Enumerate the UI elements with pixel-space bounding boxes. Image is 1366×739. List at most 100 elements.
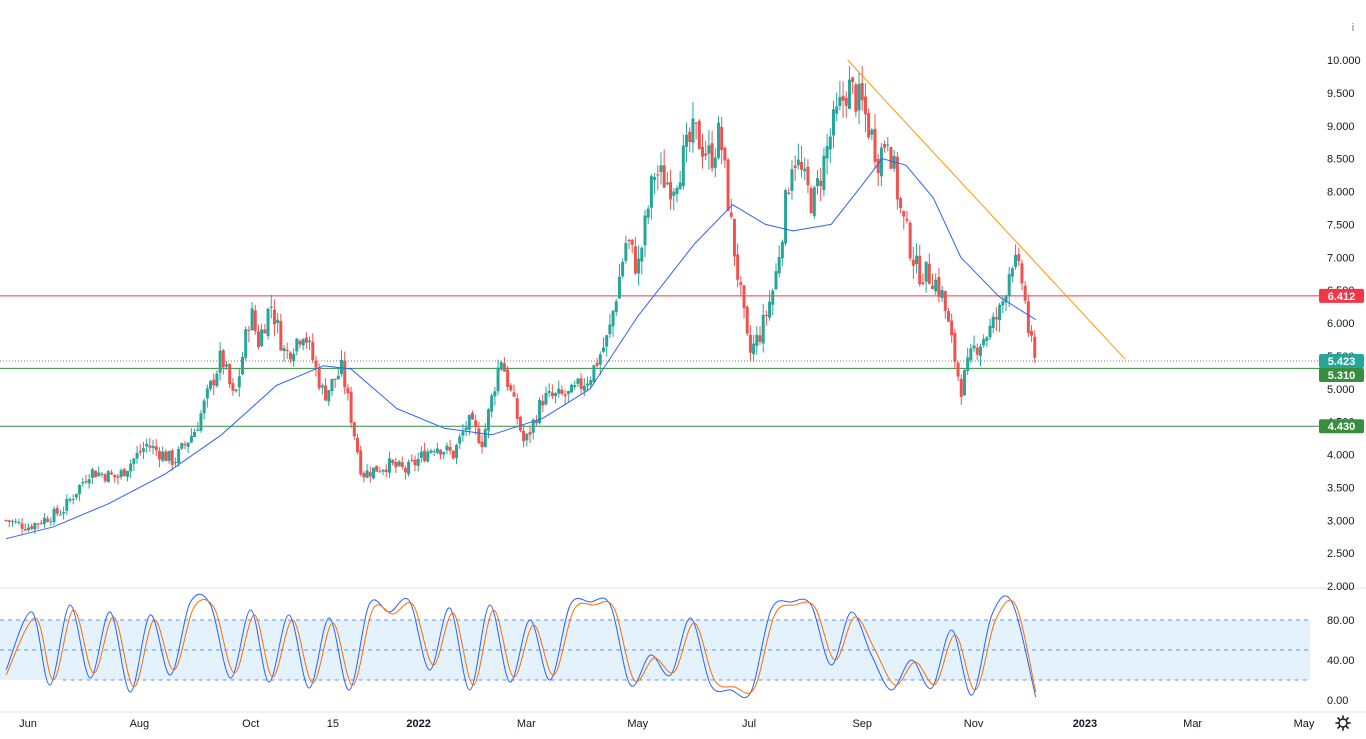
candle-body-320 [1026,301,1030,334]
price-badge-3 [1319,419,1364,434]
candle-body-302 [969,348,973,361]
settings-gear-icon[interactable] [1335,715,1351,731]
grid-layer [0,587,1366,713]
candle-body-109 [352,422,356,437]
candle-body-201 [646,208,650,218]
candle-body-7 [26,527,30,531]
candle-body-193 [621,261,625,277]
candle-body-54 [177,449,181,464]
candle-body-254 [816,178,820,187]
stochastic-d-line [5,599,1037,694]
candle-body-22 [74,493,78,498]
candle-body-162 [522,430,526,442]
candle-body-81 [263,329,267,334]
candle-body-205 [659,165,663,172]
time-axis-label-8: Sep [852,718,872,730]
candle-body-14 [49,521,53,523]
candle-body-180 [579,378,583,389]
candle-body-173 [557,388,561,394]
candle-body-269 [863,96,867,115]
candle-body-251 [806,166,810,186]
candle-body-20 [68,499,72,501]
candle-body-222 [713,157,717,168]
candle-body-135 [435,448,439,453]
candle-body-266 [854,84,858,112]
candle-body-258 [828,136,832,150]
candle-body-265 [851,77,855,82]
candle-body-177 [570,384,574,393]
candle-body-167 [538,399,542,424]
candle-body-126 [407,461,411,475]
price-axis-tick-3: 3.500 [1327,482,1355,494]
candle-body-76 [247,330,251,332]
candle-body-195 [627,240,631,242]
candle-body-174 [560,389,564,394]
candle-body-145 [467,415,471,430]
candle-body-113 [365,470,369,478]
candle-body-291 [934,279,938,292]
candle-body-240 [771,290,775,305]
candle-body-45 [148,445,152,448]
candle-body-252 [809,188,813,214]
trendline[interactable] [847,59,1126,360]
candle-body-41 [135,452,139,459]
axes-layer: 2.0002.5003.0003.5004.0004.5005.0005.500… [19,55,1361,730]
candle-body-295 [946,311,950,322]
candle-body-287 [921,282,925,285]
candle-body-243 [780,241,784,259]
candle-body-197 [633,246,637,274]
candle-body-118 [381,469,385,472]
candle-body-82 [266,308,270,336]
candle-body-3 [14,521,18,523]
time-axis-label-9: Nov [964,718,984,730]
candle-body-176 [566,391,570,395]
candle-body-219 [704,153,708,156]
candle-body-214 [688,131,692,143]
candle-body-131 [423,450,427,462]
trendline-layer [847,59,1126,360]
time-axis-label-5: Mar [517,718,536,730]
candle-body-44 [145,443,149,447]
gear-icon[interactable] [1338,718,1348,728]
candle-body-231 [742,285,746,309]
price-axis-tick-8: 6.000 [1327,318,1355,330]
candle-body-283 [908,222,912,259]
candle-body-139 [448,447,452,451]
candle-body-32 [106,471,110,483]
candle-body-134 [432,451,436,453]
candle-body-221 [710,143,714,169]
price-badge-1 [1319,353,1364,368]
candle-body-181 [582,385,586,392]
candle-body-138 [445,445,449,451]
candle-body-315 [1010,268,1014,277]
candle-body-261 [838,97,842,106]
candle-body-228 [732,218,736,257]
candle-body-88 [285,350,289,352]
candle-body-248 [796,159,800,166]
candle-body-300 [962,370,966,396]
candle-body-175 [563,394,567,397]
candle-body-17 [58,514,62,516]
candle-body-249 [800,161,804,170]
candle-body-107 [346,387,350,394]
candle-body-267 [857,83,861,111]
candle-body-172 [554,393,558,397]
time-axis-label-1: Aug [130,718,150,730]
candle-body-62 [202,400,206,414]
candle-body-120 [387,458,391,473]
candle-body-212 [681,145,685,187]
candle-body-171 [550,392,554,397]
candle-body-200 [643,215,647,246]
candle-body-115 [371,467,375,479]
candle-body-154 [496,367,500,392]
candle-body-209 [672,191,676,196]
candle-body-203 [653,177,657,181]
candle-body-260 [835,106,839,114]
candle-body-306 [982,339,986,346]
info-icon[interactable]: i [1351,22,1355,34]
candle-body-257 [825,145,829,159]
candle-body-189 [608,324,612,335]
